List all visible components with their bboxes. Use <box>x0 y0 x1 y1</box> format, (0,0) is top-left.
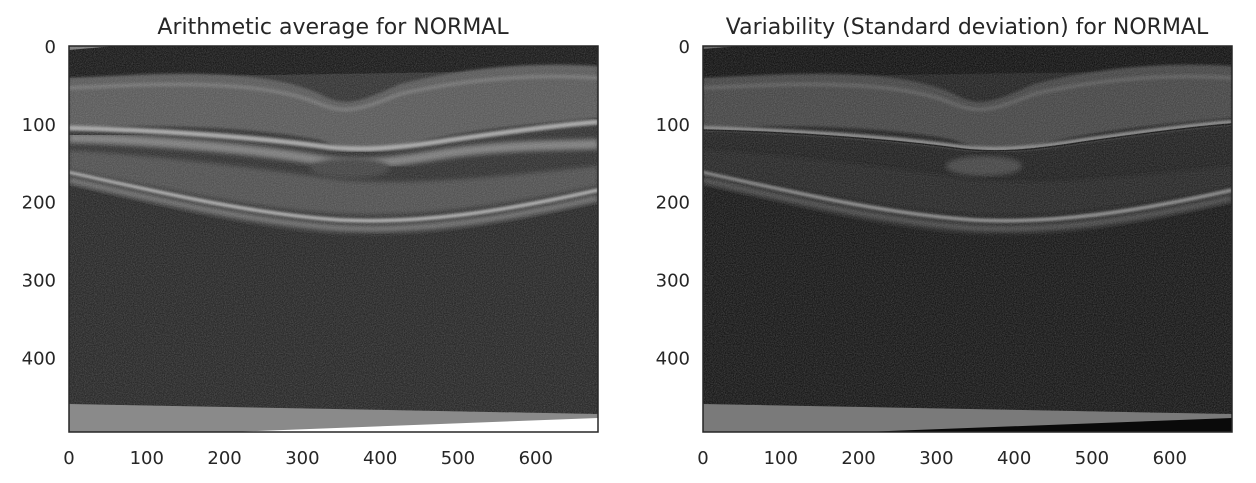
y-axis-ticks: 0 100 200 300 400 <box>656 37 690 369</box>
chart-title: Variability (Standard deviation) for NOR… <box>726 15 1209 40</box>
x-tick-label: 200 <box>841 448 875 469</box>
y-tick-label: 0 <box>679 37 690 58</box>
x-tick-label: 600 <box>519 448 553 469</box>
y-tick-label: 0 <box>45 37 56 58</box>
x-tick-label: 0 <box>63 448 74 469</box>
panel-mean: Arithmetic average for NORMAL <box>22 15 599 469</box>
x-tick-label: 200 <box>207 448 241 469</box>
x-tick-label: 300 <box>285 448 319 469</box>
x-tick-label: 0 <box>697 448 708 469</box>
y-tick-label: 300 <box>656 270 690 291</box>
x-tick-label: 300 <box>919 448 953 469</box>
x-tick-label: 600 <box>1153 448 1187 469</box>
y-tick-label: 400 <box>22 348 56 369</box>
std-oct-image <box>702 45 1233 433</box>
y-tick-label: 200 <box>22 193 56 214</box>
x-axis-ticks: 0 100 200 300 400 500 600 <box>63 448 553 469</box>
x-tick-label: 100 <box>764 448 798 469</box>
y-axis-ticks: 0 100 200 300 400 <box>22 37 56 369</box>
y-tick-label: 300 <box>22 270 56 291</box>
x-tick-label: 100 <box>130 448 164 469</box>
y-tick-label: 400 <box>656 348 690 369</box>
x-tick-label: 500 <box>441 448 475 469</box>
x-axis-ticks: 0 100 200 300 400 500 600 <box>697 448 1187 469</box>
panel-std: Variability (Standard deviation) for NOR… <box>656 15 1233 469</box>
x-tick-label: 500 <box>1075 448 1109 469</box>
y-tick-label: 100 <box>22 115 56 136</box>
y-tick-label: 100 <box>656 115 690 136</box>
x-tick-label: 400 <box>997 448 1031 469</box>
mean-oct-image <box>68 45 599 433</box>
y-tick-label: 200 <box>656 193 690 214</box>
chart-title: Arithmetic average for NORMAL <box>157 15 509 40</box>
x-tick-label: 400 <box>363 448 397 469</box>
